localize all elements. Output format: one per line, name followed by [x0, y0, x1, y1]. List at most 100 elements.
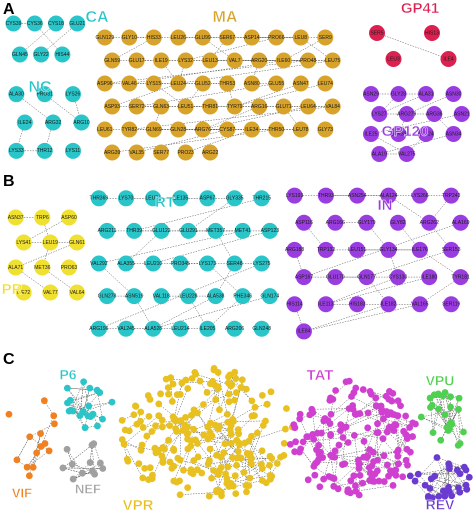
node [68, 460, 76, 468]
node [455, 394, 463, 402]
node [172, 255, 189, 272]
node [85, 402, 93, 410]
node-label: PHE346 [233, 293, 252, 299]
node [286, 187, 303, 204]
node-label: VAL7 [229, 58, 241, 64]
edge [397, 415, 399, 451]
node [164, 384, 172, 392]
node-label: GLN59 [104, 58, 120, 64]
panel-letter: B [3, 173, 15, 190]
node [48, 15, 64, 32]
edge [434, 394, 446, 415]
node [418, 86, 434, 102]
node [385, 395, 393, 403]
node [180, 466, 187, 474]
node [243, 121, 260, 138]
panel-letter: C [3, 351, 15, 368]
node [380, 187, 397, 204]
edge [419, 249, 461, 278]
node [394, 397, 402, 405]
edge [436, 457, 459, 488]
edge [387, 431, 411, 453]
node [188, 375, 196, 382]
node-label: ALA30 [9, 91, 24, 97]
node [79, 408, 87, 416]
node [412, 420, 419, 428]
node [339, 434, 347, 441]
node [168, 464, 176, 472]
node-label: SER119 [442, 302, 460, 308]
node [34, 209, 51, 226]
node [356, 471, 364, 479]
node [118, 190, 134, 207]
node [327, 394, 334, 402]
node [261, 288, 278, 305]
node [155, 400, 163, 408]
edge [83, 401, 113, 412]
group-label: PR [2, 281, 23, 298]
edge [188, 198, 235, 232]
node [379, 435, 387, 443]
node [280, 452, 288, 459]
node [418, 126, 434, 142]
edge [458, 409, 464, 433]
node-label: ARG32 [45, 120, 62, 126]
edge [234, 83, 326, 107]
edge [16, 436, 30, 460]
node [335, 441, 343, 449]
node [214, 385, 222, 393]
edge [70, 400, 103, 420]
node [371, 146, 388, 162]
node [194, 409, 201, 417]
node-label: GLN248 [252, 326, 271, 332]
node [199, 255, 216, 272]
node [330, 482, 338, 490]
node [180, 222, 197, 239]
edge [136, 129, 228, 153]
node [172, 190, 189, 207]
node [88, 441, 96, 449]
node-label: LEU61 [97, 127, 113, 133]
node [108, 398, 116, 406]
edge [244, 442, 247, 486]
node [445, 86, 462, 102]
node [369, 477, 376, 485]
node-label: TRP132 [317, 247, 336, 253]
node [364, 409, 372, 417]
node [199, 320, 216, 337]
node [315, 441, 323, 449]
edge [197, 412, 213, 437]
node [258, 391, 266, 399]
node [200, 431, 208, 439]
node [225, 398, 233, 406]
edge [388, 195, 430, 223]
node [226, 320, 243, 337]
node [212, 396, 220, 403]
node [104, 52, 121, 69]
edge [83, 381, 89, 407]
node-label: GLU291 [179, 228, 198, 234]
node [148, 428, 156, 435]
edge [195, 374, 231, 386]
edge [406, 93, 454, 115]
edge [92, 414, 98, 427]
node [137, 408, 145, 416]
node [406, 448, 414, 456]
node-label: ASP116 [295, 220, 313, 226]
node-label: ILE182 [381, 302, 397, 308]
node [169, 380, 177, 388]
node [238, 376, 246, 384]
node-label: ARG196 [89, 326, 108, 332]
node [231, 472, 239, 480]
edge [397, 438, 408, 464]
node [363, 454, 371, 462]
node [400, 427, 408, 435]
node-label: GLN129 [95, 35, 114, 41]
node [128, 144, 145, 161]
node [390, 427, 398, 435]
node [204, 460, 212, 468]
node [34, 259, 51, 276]
edge [379, 93, 399, 115]
node-label: THR50 [268, 127, 284, 133]
edge [208, 459, 251, 465]
